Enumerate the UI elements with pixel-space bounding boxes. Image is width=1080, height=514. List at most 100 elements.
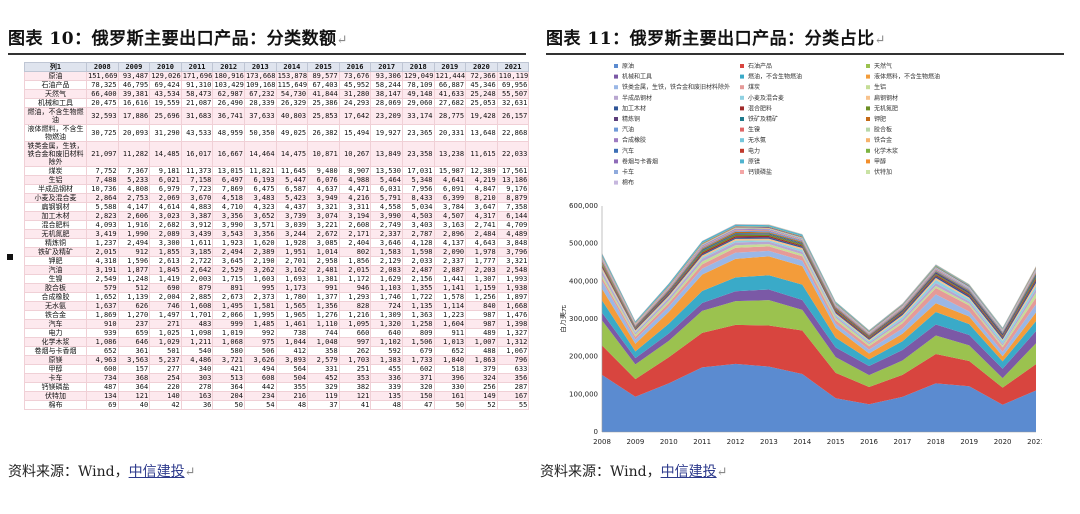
cell-value: 1,029 xyxy=(149,337,182,347)
table-row: 合成橡胶 1,652 1,139 2,004 2,885 2,673 2,373 1,780 1… xyxy=(24,292,530,302)
cell-value: 1,098 xyxy=(180,328,214,338)
table-row: 钙镁磷盐 487 364 220 278 364 442 355 329 382 339 320 330… xyxy=(24,382,530,392)
legend-item: 燃油，不含生物燃油 xyxy=(740,73,802,81)
cell-value: 3,403 xyxy=(401,220,435,230)
header-year: 2014 xyxy=(275,62,309,72)
left-title-rule xyxy=(8,53,526,55)
cell-value: 287 xyxy=(496,382,530,392)
header-year: 2018 xyxy=(401,62,435,72)
cell-value: 30,725 xyxy=(86,124,119,142)
right-title-rule xyxy=(546,53,1064,55)
cell-value: 277 xyxy=(149,364,182,374)
cell-value: 25,386 xyxy=(307,98,340,108)
cell-value: 1,014 xyxy=(307,247,340,257)
cell-value: 802 xyxy=(338,247,372,257)
table-row: 化学木浆 1,086 646 1,029 1,211 1,068 975 1,044 1,048… xyxy=(24,337,530,347)
cell-value: 2,682 xyxy=(149,220,182,230)
cell-value: 340 xyxy=(180,364,214,374)
cell-value: 4,988 xyxy=(338,175,372,185)
cell-value: 303 xyxy=(180,373,214,383)
cell-value: 149 xyxy=(465,391,498,401)
cell-value: 153,878 xyxy=(275,71,309,81)
cell-value: 4,614 xyxy=(149,202,182,212)
series-area xyxy=(602,363,1036,432)
cell-value: 353 xyxy=(338,373,372,383)
row-category: 甲醇 xyxy=(24,364,87,374)
cell-value: 1,173 xyxy=(275,283,309,293)
cell-value: 22,033 xyxy=(496,141,530,167)
cell-value: 25,696 xyxy=(149,107,182,125)
cell-value: 3,563 xyxy=(117,355,151,365)
cell-value: 1,067 xyxy=(496,346,530,356)
cell-value: 278 xyxy=(180,382,214,392)
x-tick-label: 2015 xyxy=(827,438,845,445)
cell-value: 7,869 xyxy=(212,184,245,194)
legend-item: 煤炭 xyxy=(740,83,760,91)
cell-value: 36 xyxy=(180,400,214,410)
legend-swatch xyxy=(740,85,744,90)
cell-value: 330 xyxy=(433,382,467,392)
cell-value: 1,139 xyxy=(117,292,151,302)
cell-value: 31,280 xyxy=(338,89,372,99)
row-category: 汽油 xyxy=(24,265,87,275)
cell-value: 991 xyxy=(307,283,340,293)
cell-value: 11,645 xyxy=(275,166,309,176)
row-category: 化学木浆 xyxy=(24,337,87,347)
cell-value: 115,649 xyxy=(275,80,309,90)
cell-value: 992 xyxy=(243,328,277,338)
right-figure-title: 图表 11：俄罗斯主要出口产品：分类占比↵ xyxy=(546,24,886,49)
cell-value: 640 xyxy=(370,328,403,338)
cell-value: 78,325 xyxy=(86,80,119,90)
cell-value: 1,068 xyxy=(212,337,245,347)
cell-value: 4,643 xyxy=(465,238,498,248)
cell-value: 2,004 xyxy=(149,292,182,302)
cell-value: 2,190 xyxy=(243,256,277,266)
cell-value: 150 xyxy=(401,391,435,401)
cell-value: 1,629 xyxy=(370,274,403,284)
legend-swatch xyxy=(866,170,870,174)
x-tick-label: 2009 xyxy=(626,438,644,445)
return-mark-icon: ↵ xyxy=(184,465,196,480)
source-brand: 中信建投 xyxy=(660,464,717,480)
cell-value: 3,074 xyxy=(307,211,340,221)
legend-swatch xyxy=(866,74,870,79)
cell-value: 1,620 xyxy=(243,238,277,248)
cell-value: 1,044 xyxy=(275,337,309,347)
cell-value: 3,163 xyxy=(433,220,467,230)
cell-value: 2,749 xyxy=(370,220,403,230)
cell-value: 4,128 xyxy=(401,238,435,248)
cell-value: 32,631 xyxy=(496,98,530,108)
row-category: 伏特加 xyxy=(24,391,87,401)
legend-label: 钙镁磷盐 xyxy=(748,168,772,176)
cell-value: 1,309 xyxy=(370,310,403,320)
legend-label: 燃油，不含生物燃油 xyxy=(748,73,802,81)
legend-swatch xyxy=(740,95,744,100)
cell-value: 1,777 xyxy=(465,256,498,266)
cell-value: 23,365 xyxy=(401,124,435,142)
cell-value: 975 xyxy=(243,337,277,347)
legend-label: 甲醇 xyxy=(874,157,886,165)
legend-label: 混合肥料 xyxy=(748,104,772,112)
cell-value: 93,487 xyxy=(117,71,151,81)
cell-value: 129,026 xyxy=(149,71,182,81)
legend-swatch xyxy=(614,85,618,90)
series-area xyxy=(602,250,1036,357)
cell-value: 2,579 xyxy=(307,355,340,365)
cell-value: 4,637 xyxy=(307,184,340,194)
cell-value: 2,033 xyxy=(401,256,435,266)
cell-value: 1,780 xyxy=(275,292,309,302)
cell-value: 3,784 xyxy=(433,202,467,212)
cell-value: 41,844 xyxy=(307,89,340,99)
legend-label: 胶合板 xyxy=(874,126,892,134)
cell-value: 331 xyxy=(307,364,340,374)
cell-value: 1,840 xyxy=(433,355,467,365)
cell-value: 256 xyxy=(465,382,498,392)
cell-value: 237 xyxy=(117,319,151,329)
legend-swatch xyxy=(614,170,618,174)
cell-value: 1,159 xyxy=(465,283,498,293)
legend-swatch xyxy=(866,138,870,143)
cell-value: 6,475 xyxy=(243,184,277,194)
table-row: 无水氨 1,637 626 746 1,608 1,495 1,581 1,565 1,356 8… xyxy=(24,301,530,311)
cell-value: 3,387 xyxy=(180,211,214,221)
legend-item: 电力 xyxy=(740,147,760,155)
